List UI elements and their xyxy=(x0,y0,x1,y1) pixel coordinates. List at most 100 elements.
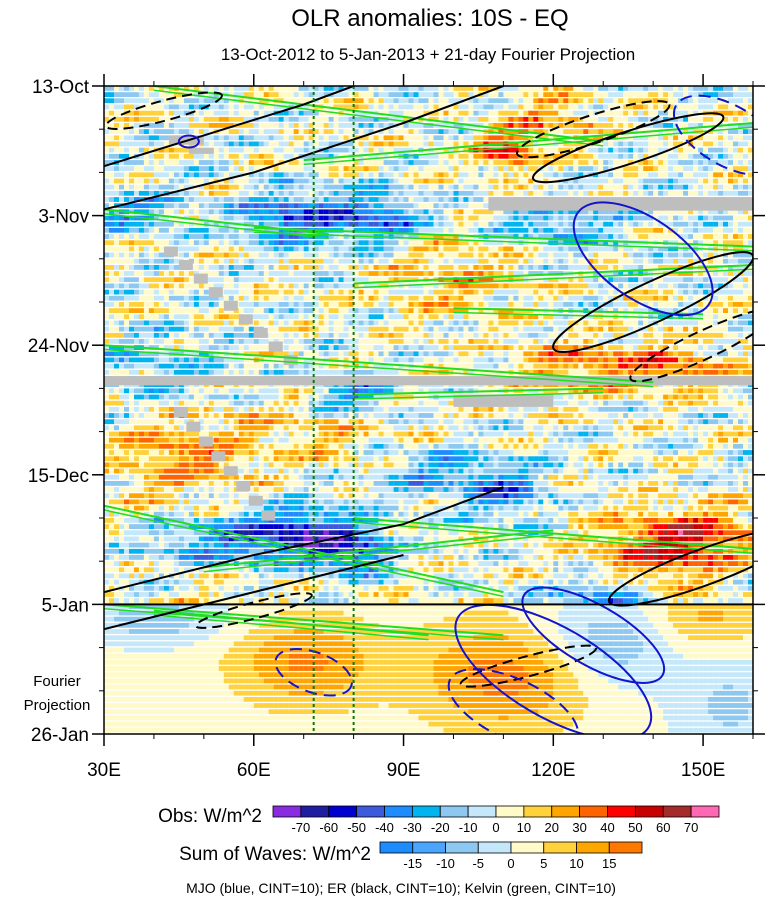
heat-cell xyxy=(658,302,664,307)
heat-cell xyxy=(278,129,284,134)
heat-cell xyxy=(114,314,120,320)
heat-cell xyxy=(748,153,753,159)
heat-cell xyxy=(453,86,459,91)
heat-cell xyxy=(433,116,439,122)
heat-cell xyxy=(213,166,219,171)
heat-cell xyxy=(503,258,509,264)
heat-cell xyxy=(203,215,209,221)
heat-cell xyxy=(593,92,599,97)
heat-cell xyxy=(114,166,120,171)
heat-cell xyxy=(333,289,339,295)
heat-cell xyxy=(323,295,329,301)
heat-cell xyxy=(588,240,594,246)
heat-cell xyxy=(148,153,154,159)
heat-cell xyxy=(663,258,669,264)
heat-cell xyxy=(433,221,439,227)
heat-cell xyxy=(463,289,469,295)
heat-cell xyxy=(293,277,299,283)
heat-cell xyxy=(119,178,125,184)
heat-cell xyxy=(323,302,329,307)
heat-cell xyxy=(688,271,694,276)
heat-cell xyxy=(578,141,584,147)
heat-cell xyxy=(378,116,384,122)
heat-cell xyxy=(648,166,654,171)
heat-cell xyxy=(233,129,239,134)
heat-cell xyxy=(129,116,135,122)
heat-cell xyxy=(173,160,179,165)
heat-cell xyxy=(463,147,469,153)
heat-cell xyxy=(383,197,389,202)
heat-cell xyxy=(393,234,399,239)
heat-cell xyxy=(513,314,519,320)
heat-cell xyxy=(119,308,125,313)
heat-cell xyxy=(558,252,564,258)
heat-cell xyxy=(683,302,689,307)
heat-cell xyxy=(593,240,599,246)
heat-cell xyxy=(119,320,125,326)
heat-cell xyxy=(273,320,279,326)
heat-cell xyxy=(153,271,159,276)
heat-cell xyxy=(633,289,639,295)
heat-cell xyxy=(328,308,334,313)
heat-cell xyxy=(273,123,279,128)
heat-cell xyxy=(643,104,649,110)
heat-cell xyxy=(218,184,224,190)
heat-cell xyxy=(168,295,174,301)
heat-cell xyxy=(308,314,314,320)
heat-cell xyxy=(533,302,539,307)
heat-cell xyxy=(124,172,130,178)
heat-cell xyxy=(134,240,140,246)
heat-cell xyxy=(468,240,474,246)
heat-cell xyxy=(323,265,329,270)
heat-cell xyxy=(193,240,199,246)
heat-cell xyxy=(638,147,644,153)
heat-cell xyxy=(703,147,709,153)
heat-cell xyxy=(303,178,309,184)
heat-cell xyxy=(388,246,394,252)
heat-cell xyxy=(263,135,269,141)
heat-cell xyxy=(523,246,529,252)
heat-cell xyxy=(538,98,544,104)
heat-cell xyxy=(478,302,484,307)
heat-cell xyxy=(218,314,224,320)
heat-cell xyxy=(623,104,629,110)
heat-cell xyxy=(223,209,229,215)
heat-cell xyxy=(124,135,130,141)
heat-cell xyxy=(213,116,219,122)
heat-cell xyxy=(453,234,459,239)
heat-cell xyxy=(338,92,344,97)
heat-cell xyxy=(648,221,654,227)
heat-cell xyxy=(528,178,534,184)
heat-cell xyxy=(393,209,399,215)
heat-cell xyxy=(288,295,294,301)
heat-cell xyxy=(738,141,744,147)
heat-cell xyxy=(308,141,314,147)
heat-cell xyxy=(228,141,234,147)
heat-cell xyxy=(263,277,269,283)
heat-cell xyxy=(228,104,234,110)
heat-cell xyxy=(428,172,434,178)
heat-cell xyxy=(423,153,429,159)
heat-cell xyxy=(513,184,519,190)
heat-cell xyxy=(363,209,369,215)
heat-cell xyxy=(213,190,219,196)
heat-cell xyxy=(383,252,389,258)
heat-cell xyxy=(303,221,309,227)
heat-cell xyxy=(408,240,414,246)
heat-cell xyxy=(453,197,459,202)
heat-cell xyxy=(683,271,689,276)
heat-cell xyxy=(548,86,554,91)
heat-cell xyxy=(258,166,264,171)
heat-cell xyxy=(393,92,399,97)
heat-cell xyxy=(693,302,699,307)
heat-cell xyxy=(378,172,384,178)
heat-cell xyxy=(593,271,599,276)
heat-cell xyxy=(208,178,214,184)
heat-cell xyxy=(413,283,419,289)
heat-cell xyxy=(368,209,374,215)
heat-cell xyxy=(453,240,459,246)
heat-cell xyxy=(114,98,120,104)
heat-cell xyxy=(193,178,199,184)
heat-cell xyxy=(523,190,529,196)
heat-cell xyxy=(673,172,679,178)
